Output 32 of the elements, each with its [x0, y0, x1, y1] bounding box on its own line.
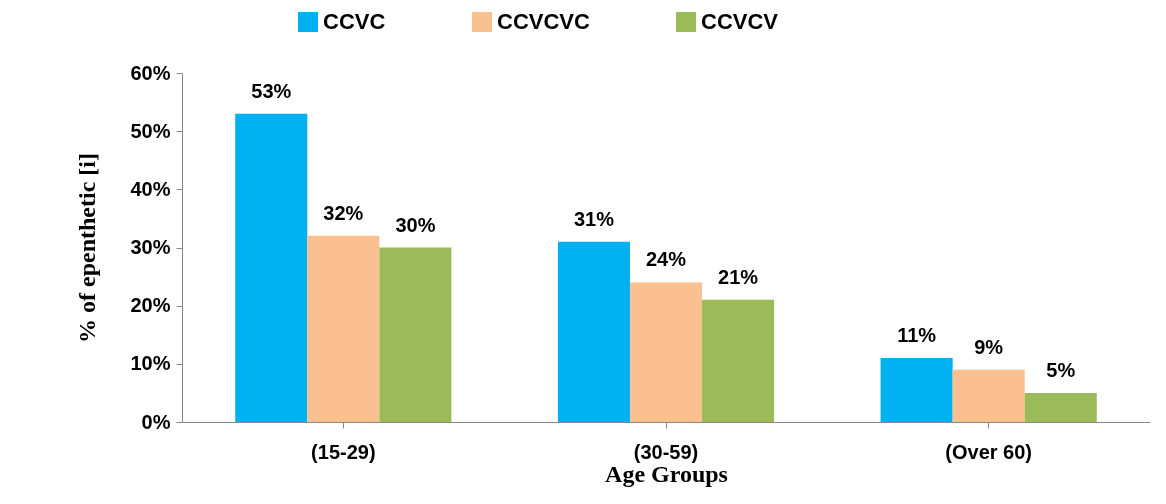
bar — [880, 358, 953, 422]
legend-label: CCVCVC — [497, 9, 591, 34]
data-label: 53% — [251, 79, 292, 102]
data-label: 5% — [1046, 358, 1076, 381]
data-label: 9% — [974, 335, 1004, 358]
x-tick-label: (15-29) — [311, 440, 376, 463]
bar — [952, 369, 1025, 422]
y-tick-label: 0% — [141, 410, 171, 433]
y-tick-label: 50% — [130, 119, 171, 142]
y-tick-label: 40% — [130, 177, 171, 200]
bar — [629, 282, 703, 422]
data-label: 11% — [897, 324, 937, 347]
y-tick-label: 60% — [130, 61, 171, 84]
data-label: 31% — [573, 207, 615, 230]
y-tick-label: 20% — [130, 294, 171, 317]
bar — [702, 299, 775, 422]
x-tick-label: (Over 60) — [945, 440, 1033, 463]
legend-label: CCVC — [323, 9, 386, 34]
bar — [557, 241, 630, 422]
x-tick-label: (30-59) — [633, 440, 699, 463]
y-axis-title: % of epenthetic [i] — [74, 153, 101, 343]
data-label: 32% — [323, 201, 364, 224]
data-label: 21% — [718, 265, 759, 288]
bar — [1024, 392, 1097, 422]
bar — [307, 235, 380, 422]
y-tick-label: 30% — [130, 236, 171, 258]
data-label: 24% — [645, 248, 687, 271]
data-label: 30% — [395, 213, 436, 236]
y-tick-label: 10% — [130, 352, 171, 375]
bar — [235, 113, 308, 422]
legend-label: CCVCV — [701, 9, 779, 34]
bar — [379, 247, 452, 422]
